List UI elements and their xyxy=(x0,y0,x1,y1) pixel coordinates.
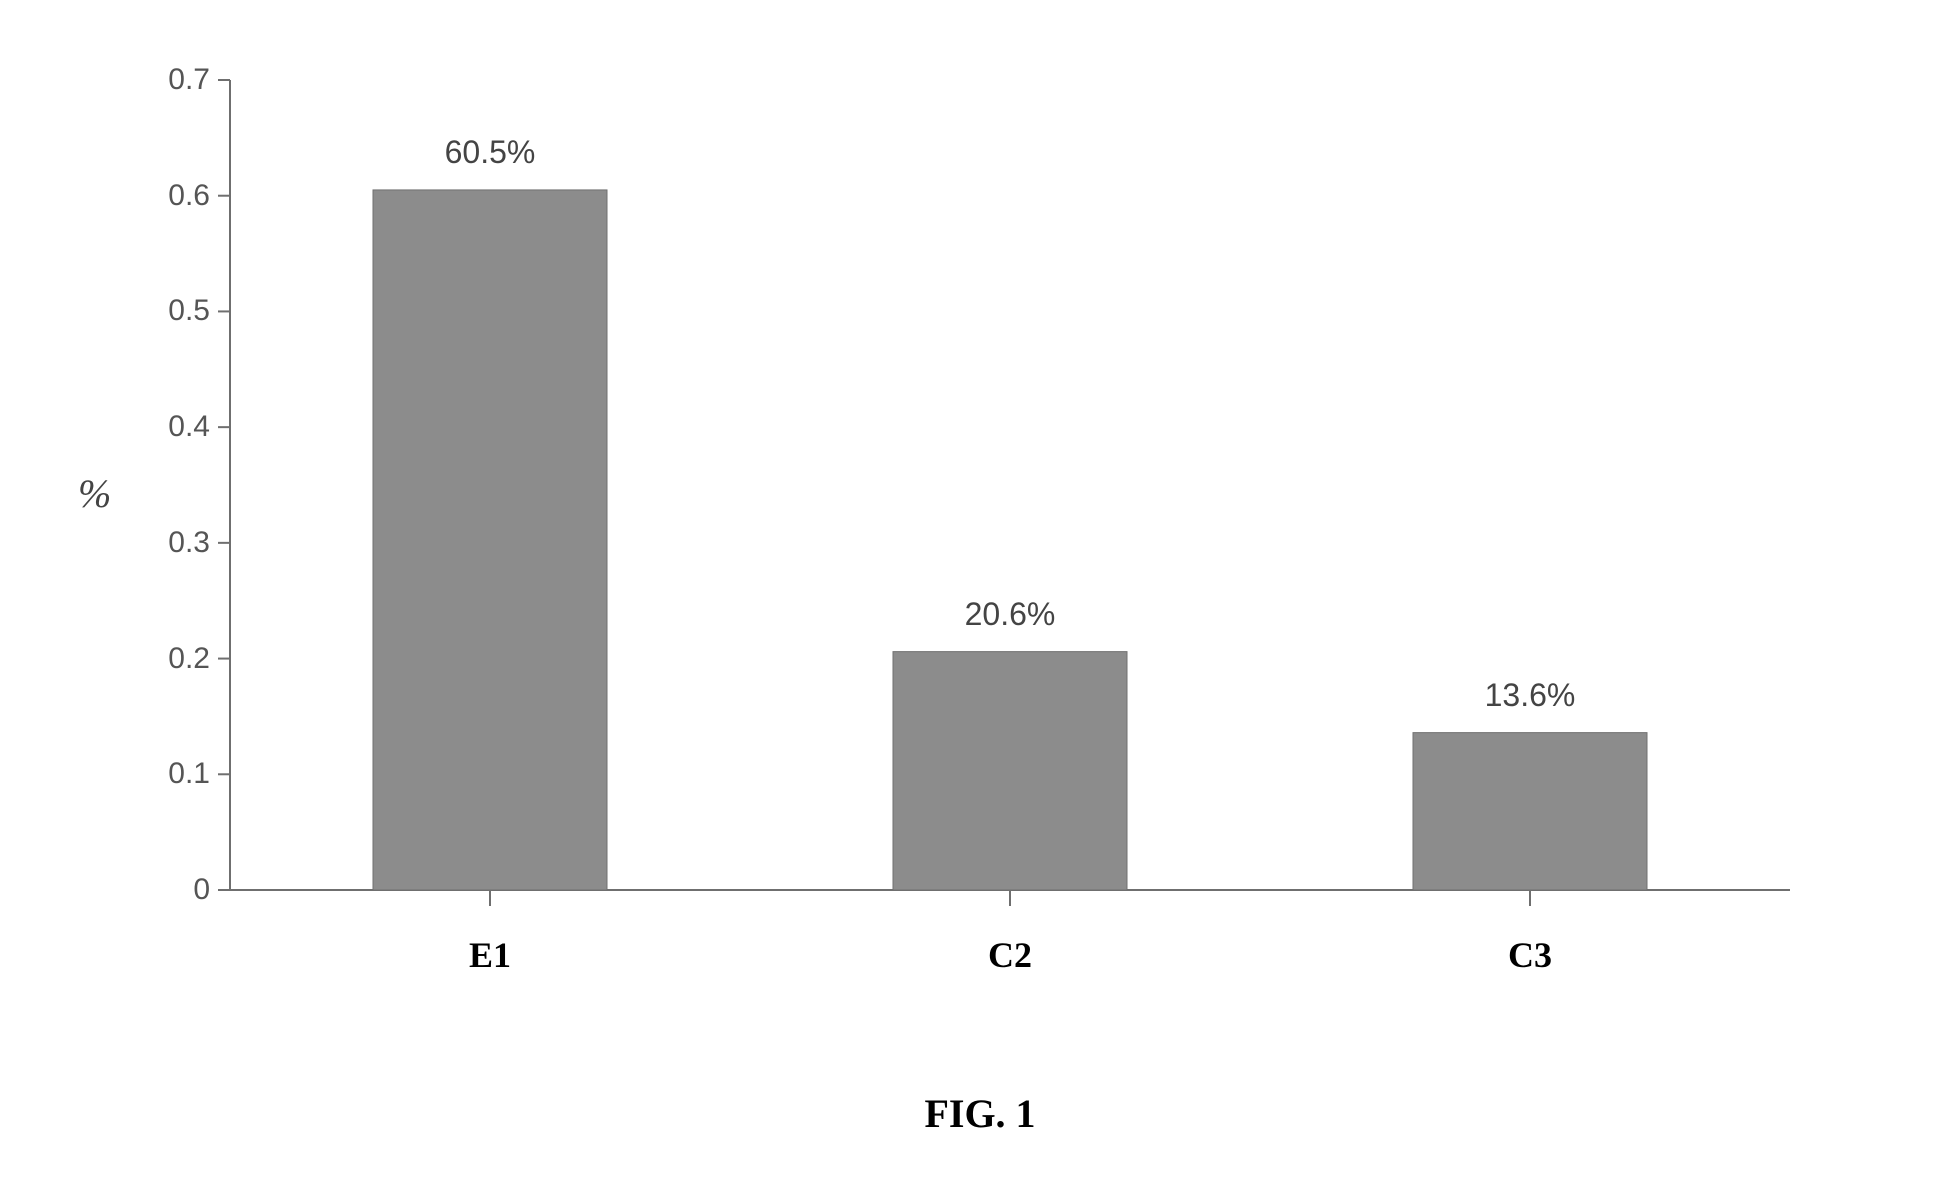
bar-chart xyxy=(230,80,1790,890)
x-category-label: C3 xyxy=(1450,934,1610,976)
y-tick-label: 0.2 xyxy=(130,642,210,676)
y-tick-label: 0.1 xyxy=(130,757,210,791)
bar xyxy=(1413,733,1647,890)
bar xyxy=(373,190,607,890)
y-tick-label: 0.6 xyxy=(130,179,210,213)
y-tick-label: 0.5 xyxy=(130,294,210,328)
figure-wrap: % FIG. 1 0 0.1 0.2 0.3 0.4 0.5 0.6 0.7 E1 60.5% C2… xyxy=(0,0,1960,1196)
y-tick-label: 0.4 xyxy=(130,410,210,444)
x-category-label: C2 xyxy=(930,934,1090,976)
x-category-label: E1 xyxy=(410,934,570,976)
bar-value-label: 60.5% xyxy=(390,134,590,171)
figure-caption: FIG. 1 xyxy=(900,1090,1060,1137)
bar xyxy=(893,652,1127,890)
y-axis-label: % xyxy=(78,470,111,517)
y-tick-label: 0 xyxy=(130,873,210,907)
y-tick-label: 0.3 xyxy=(130,526,210,560)
y-tick-label: 0.7 xyxy=(130,63,210,97)
chart-svg xyxy=(230,80,1790,890)
bar-value-label: 13.6% xyxy=(1430,677,1630,714)
bar-value-label: 20.6% xyxy=(910,596,1110,633)
